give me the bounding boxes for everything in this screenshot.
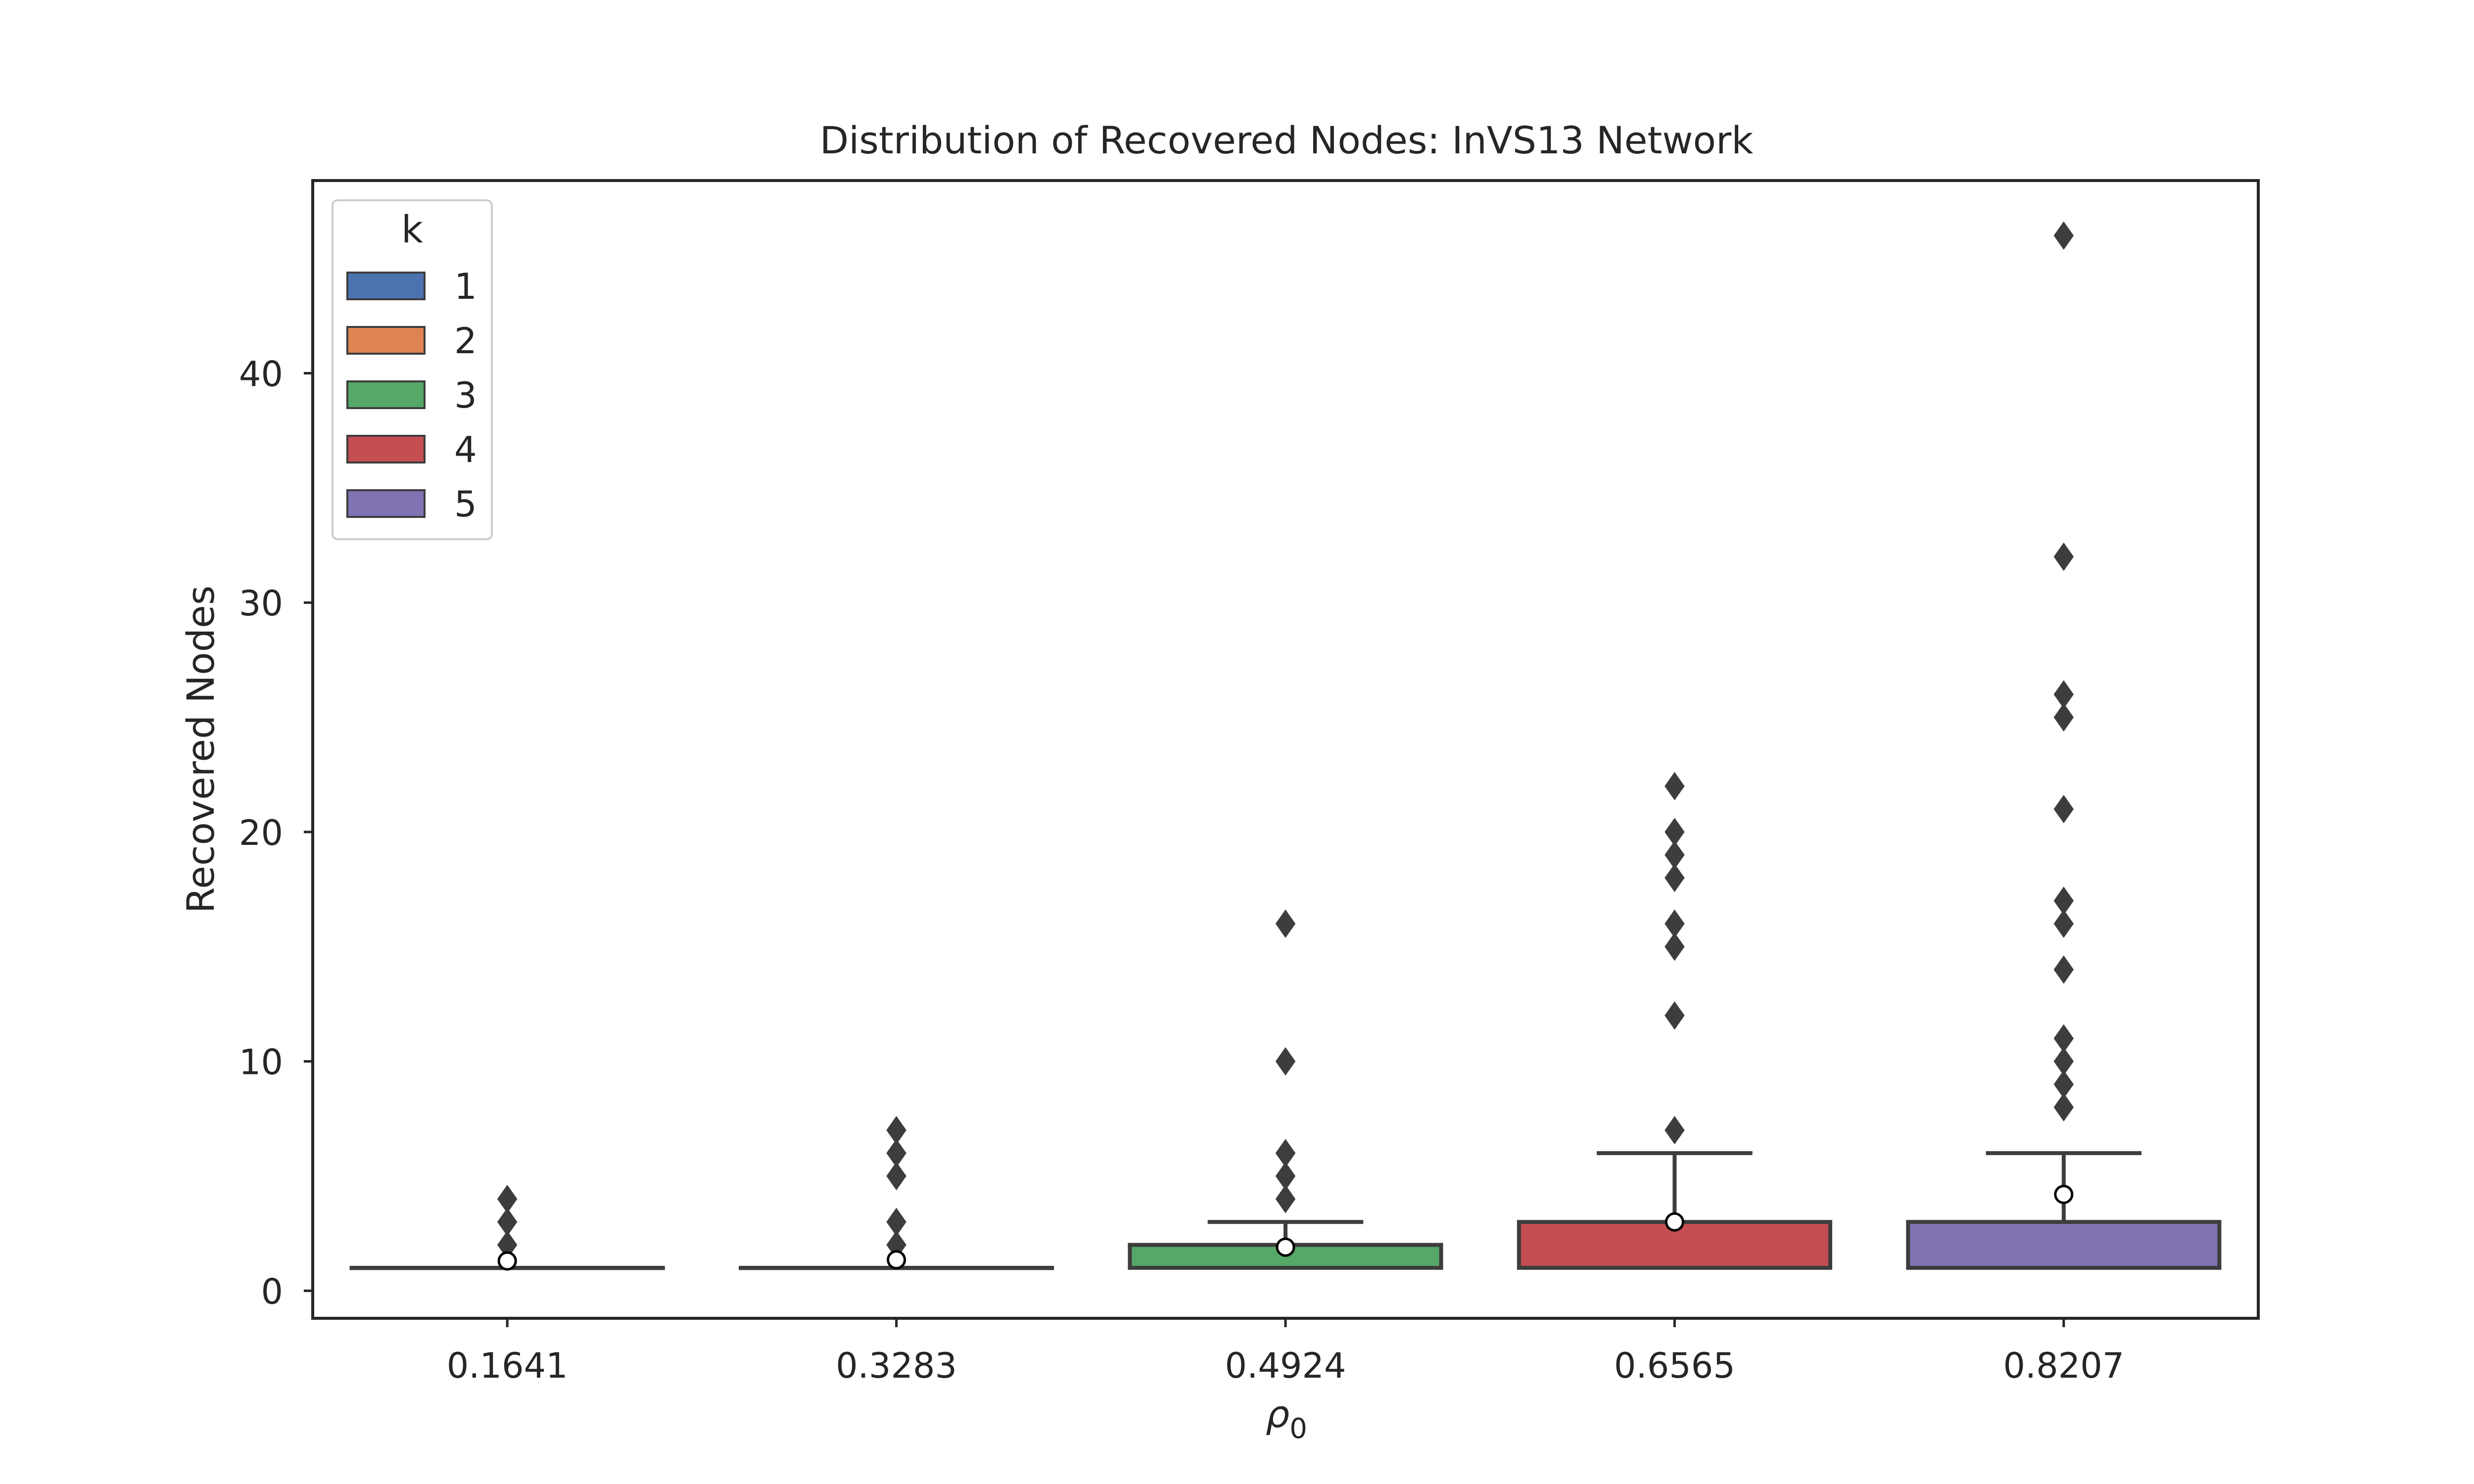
box-group-0.4924 xyxy=(1128,909,1443,1270)
mean-marker xyxy=(1665,1212,1684,1232)
legend-entry-3: 3 xyxy=(346,374,477,416)
x-axis-label-symbol: ρ xyxy=(1266,1392,1289,1436)
outlier-marker xyxy=(2053,1093,2074,1122)
outlier-marker xyxy=(2053,909,2074,938)
x-tick-label: 0.4924 xyxy=(1225,1345,1346,1386)
outlier-marker xyxy=(1665,932,1685,961)
legend-label: 1 xyxy=(454,266,477,307)
outlier-marker xyxy=(1665,1116,1685,1145)
legend-swatch xyxy=(346,489,426,518)
outlier-marker xyxy=(1275,1161,1296,1191)
box-group-0.8207 xyxy=(1906,221,2222,1270)
y-axis: 0 10 20 30 40 xyxy=(239,354,313,1312)
outlier-marker xyxy=(886,1116,906,1145)
outlier-marker xyxy=(2053,794,2074,824)
outlier-marker xyxy=(1275,1047,1296,1076)
legend-entry-4: 4 xyxy=(346,429,477,470)
outlier-marker xyxy=(2053,703,2074,732)
x-tick-label: 0.6565 xyxy=(1614,1345,1735,1386)
legend-label: 4 xyxy=(454,429,477,470)
y-tick-label: 10 xyxy=(239,1042,283,1083)
y-tick-label: 20 xyxy=(239,813,283,853)
legend-title: k xyxy=(401,207,423,251)
outlier-marker xyxy=(1275,909,1296,938)
outlier-marker xyxy=(1275,1185,1296,1213)
outlier-marker xyxy=(1665,863,1685,892)
outlier-marker xyxy=(2053,680,2074,709)
outlier-marker xyxy=(886,1207,906,1236)
legend-label: 3 xyxy=(454,374,477,416)
legend-swatch xyxy=(346,380,426,409)
outlier-marker xyxy=(1665,909,1685,938)
box-group-0.3283 xyxy=(739,1116,1054,1270)
legend-swatch xyxy=(346,272,426,300)
outlier-marker xyxy=(2053,955,2074,984)
outlier-marker xyxy=(2053,1047,2074,1076)
box-group-0.1641 xyxy=(349,1185,665,1271)
box-body xyxy=(1906,1220,2222,1270)
x-tick-label: 0.1641 xyxy=(447,1345,568,1386)
legend-entry-5: 5 xyxy=(346,483,477,525)
y-tick-label: 40 xyxy=(239,354,283,395)
outlier-marker xyxy=(886,1161,906,1191)
legend: k 1 2 3 4 5 xyxy=(332,199,493,540)
mean-marker xyxy=(497,1251,517,1271)
outlier-marker xyxy=(886,1139,906,1167)
chart-title: Distribution of Recovered Nodes: InVS13 … xyxy=(820,118,1754,162)
box-group-0.6565 xyxy=(1517,772,1832,1270)
mean-marker xyxy=(1276,1237,1295,1257)
x-axis-label: ρ0 xyxy=(1266,1392,1307,1445)
outlier-marker xyxy=(2053,1024,2074,1053)
outlier-marker xyxy=(1665,772,1685,800)
legend-swatch xyxy=(346,326,426,355)
outlier-marker xyxy=(2053,221,2074,250)
outlier-marker xyxy=(1665,818,1685,846)
outlier-marker xyxy=(1275,1139,1296,1167)
x-axis: 0.1641 0.3283 0.4924 0.6565 0.8207 xyxy=(447,1318,2124,1386)
y-tick-label: 30 xyxy=(239,583,283,624)
legend-label: 2 xyxy=(454,320,477,362)
outlier-marker xyxy=(1665,1001,1685,1030)
y-axis-label: Recovered Nodes xyxy=(179,586,223,914)
outlier-marker xyxy=(497,1207,518,1236)
boxes-layer xyxy=(349,221,2222,1271)
outlier-marker xyxy=(2053,886,2074,915)
legend-entry-2: 2 xyxy=(346,320,477,362)
plot-frame xyxy=(311,179,2260,1320)
outlier-marker xyxy=(497,1185,518,1213)
legend-label: 5 xyxy=(454,483,477,525)
legend-entry-1: 1 xyxy=(346,266,477,307)
mean-marker xyxy=(2054,1185,2074,1205)
x-axis-label-subscript: 0 xyxy=(1289,1413,1307,1445)
outlier-marker xyxy=(2053,542,2074,571)
mean-marker xyxy=(887,1250,906,1270)
x-tick-label: 0.8207 xyxy=(2003,1345,2124,1386)
outlier-marker xyxy=(1665,840,1685,870)
outlier-marker xyxy=(2053,1070,2074,1099)
y-tick-label: 0 xyxy=(261,1271,283,1312)
x-tick-label: 0.3283 xyxy=(836,1345,957,1386)
legend-swatch xyxy=(346,435,426,464)
